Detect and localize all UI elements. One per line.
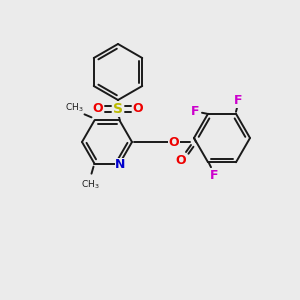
Text: O: O xyxy=(169,136,179,148)
Text: O: O xyxy=(133,103,143,116)
Text: F: F xyxy=(191,105,199,118)
Text: F: F xyxy=(210,169,218,182)
Text: S: S xyxy=(113,102,123,116)
Text: F: F xyxy=(234,94,242,107)
Text: N: N xyxy=(115,158,126,171)
Text: O: O xyxy=(93,103,103,116)
Text: CH$_3$: CH$_3$ xyxy=(81,178,100,191)
Text: O: O xyxy=(176,154,186,166)
Text: CH$_3$: CH$_3$ xyxy=(65,101,84,114)
